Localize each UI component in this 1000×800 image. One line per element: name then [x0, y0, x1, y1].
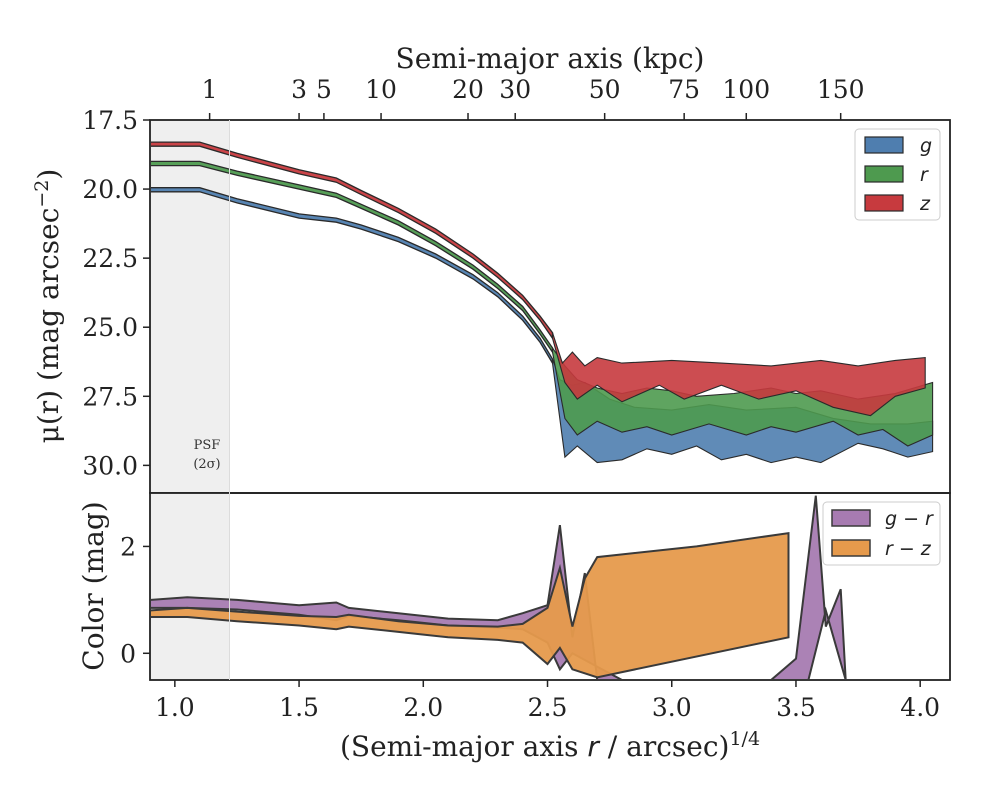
top-kpc-tick-label: 50 [589, 75, 621, 104]
top-kpc-tick-label: 75 [668, 75, 700, 104]
bottom-x-tick-label: 2.0 [403, 693, 443, 722]
top-legend: grz [854, 128, 941, 221]
legend-swatch-r [864, 165, 904, 183]
top-kpc-tick-label: 5 [316, 75, 332, 104]
top-y-tick-label: 30.0 [82, 451, 138, 480]
surface-brightness-panel: 17.5 20.0 22.5 25.0 27.5 30.0 1 3 5 10 20 30 50 75 10… [31, 42, 951, 494]
psf-band-color [150, 493, 230, 680]
top-y-tick-label: 22.5 [82, 244, 138, 273]
bottom-y-tick-label: 0 [120, 639, 136, 668]
top-y-tick-label: 25.0 [82, 313, 138, 342]
bottom-x-tick-label: 1.5 [279, 693, 319, 722]
top-y-axis-title: μ(r) (mag arcsec−2) [31, 169, 65, 444]
legend-label-color-1: r − z [885, 538, 932, 560]
surface-brightness-areas [151, 141, 934, 464]
bottom-y-axis: 02 [120, 532, 150, 668]
top-y-axis: 17.5 20.0 22.5 25.0 27.5 30.0 [82, 106, 150, 480]
color-r-minus-z-area [151, 531, 790, 679]
top-kpc-tick-label: 150 [817, 75, 865, 104]
legend-swatch-z [864, 194, 904, 212]
color-panel: 02 1.0 1.5 2.0 2.5 3.0 3.5 4.0 Color (mag) (Se… [77, 492, 951, 763]
top-y-tick-label: 20.0 [82, 175, 138, 204]
legend-label-color-0: g − r [885, 508, 934, 530]
bottom-y-tick-label: 2 [120, 532, 136, 561]
psf-sigma-label: (2σ) [193, 457, 220, 472]
top-y-tick-label: 17.5 [82, 106, 138, 135]
bottom-x-tick-label: 2.5 [528, 693, 568, 722]
bottom-y-axis-title: Color (mag) [77, 501, 110, 670]
top-kpc-tick-label: 30 [499, 75, 531, 104]
top-x-axis-title: Semi-major axis (kpc) [396, 42, 705, 75]
legend-swatch-g [864, 136, 904, 154]
top-x-axis-kpc: 1 3 5 10 20 30 50 75 100 150 [202, 75, 865, 120]
bottom-legend: g − r r − z [822, 501, 941, 566]
bottom-plot-frame [149, 492, 951, 681]
bottom-x-tick-label: 4.0 [900, 693, 940, 722]
top-kpc-tick-label: 10 [365, 75, 397, 104]
top-kpc-tick-label: 20 [452, 75, 484, 104]
top-kpc-tick-label: 100 [722, 75, 770, 104]
bottom-x-tick-label: 3.0 [652, 693, 692, 722]
top-kpc-tick-label: 3 [291, 75, 307, 104]
legend-swatch-color-1 [831, 539, 871, 557]
top-y-tick-label: 27.5 [82, 382, 138, 411]
psf-label: PSF [194, 438, 221, 453]
bottom-x-tick-label: 3.5 [776, 693, 816, 722]
top-kpc-tick-label: 1 [202, 75, 218, 104]
legend-label-r: r [920, 164, 929, 186]
legend-swatch-color-0 [831, 509, 871, 527]
band-z-outer-profile [551, 332, 926, 417]
bottom-x-axis: 1.0 1.5 2.0 2.5 3.0 3.5 4.0 [155, 680, 940, 722]
bottom-x-tick-label: 1.0 [155, 693, 195, 722]
psf-band [150, 120, 230, 493]
legend-label-z: z [919, 193, 931, 215]
bottom-x-axis-title: (Semi-major axis r / arcsec)1/4 [340, 728, 760, 763]
legend-label-g: g [920, 135, 932, 157]
color-areas [151, 495, 847, 679]
